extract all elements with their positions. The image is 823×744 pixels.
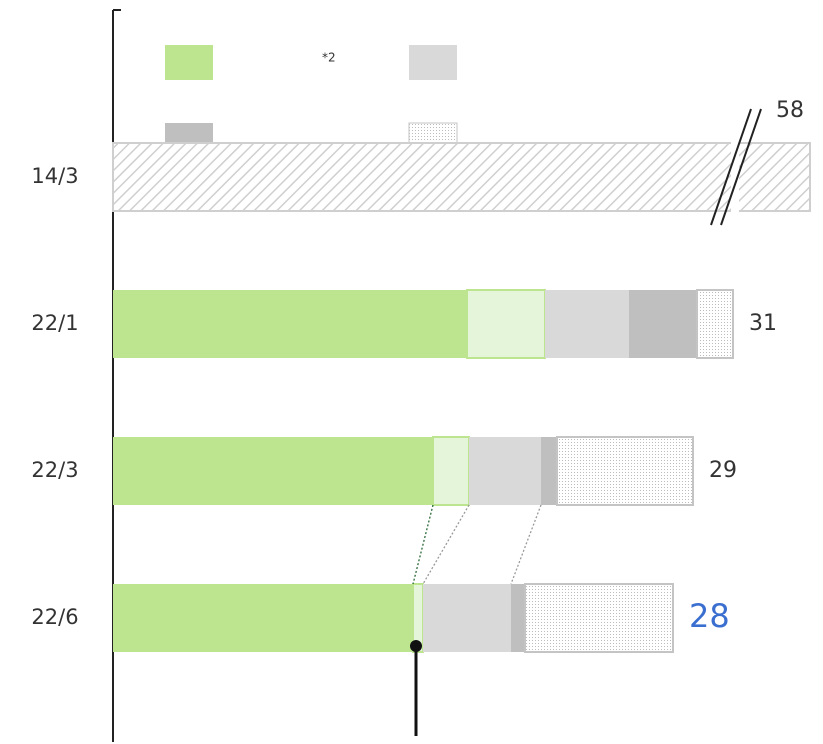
bar-segment (524, 583, 674, 653)
total-label: 28 (689, 597, 730, 635)
bar-segment (629, 290, 697, 358)
category-label: 22/6 (31, 605, 78, 629)
bar-segment (112, 142, 811, 212)
total-label: 29 (709, 458, 737, 483)
bar-segment (113, 437, 433, 505)
bar-segment (545, 290, 629, 358)
category-label: 22/3 (31, 458, 78, 482)
bar-segment (469, 437, 541, 505)
legend-swatch (409, 45, 457, 80)
axis-break (720, 108, 762, 226)
bar-segment (556, 436, 694, 506)
legend-swatch (165, 45, 213, 80)
bar-segment (511, 584, 525, 652)
legend-note: *2 (322, 51, 336, 65)
axis-break-gap (731, 141, 739, 213)
bar-segment (432, 436, 470, 506)
category-label: 14/3 (31, 164, 78, 188)
connector (510, 504, 542, 585)
bar-segment (541, 437, 557, 505)
bar-segment (113, 290, 467, 358)
bar-segment (423, 584, 511, 652)
total-label: 58 (776, 98, 804, 123)
bar-segment (113, 584, 413, 652)
bar-segment (696, 289, 734, 359)
total-label: 31 (749, 311, 777, 336)
connector (422, 504, 470, 585)
category-label: 22/1 (31, 311, 78, 335)
axis-break (710, 108, 752, 226)
marker-dot (410, 640, 422, 652)
connector (412, 504, 434, 585)
bar-segment (466, 289, 546, 359)
